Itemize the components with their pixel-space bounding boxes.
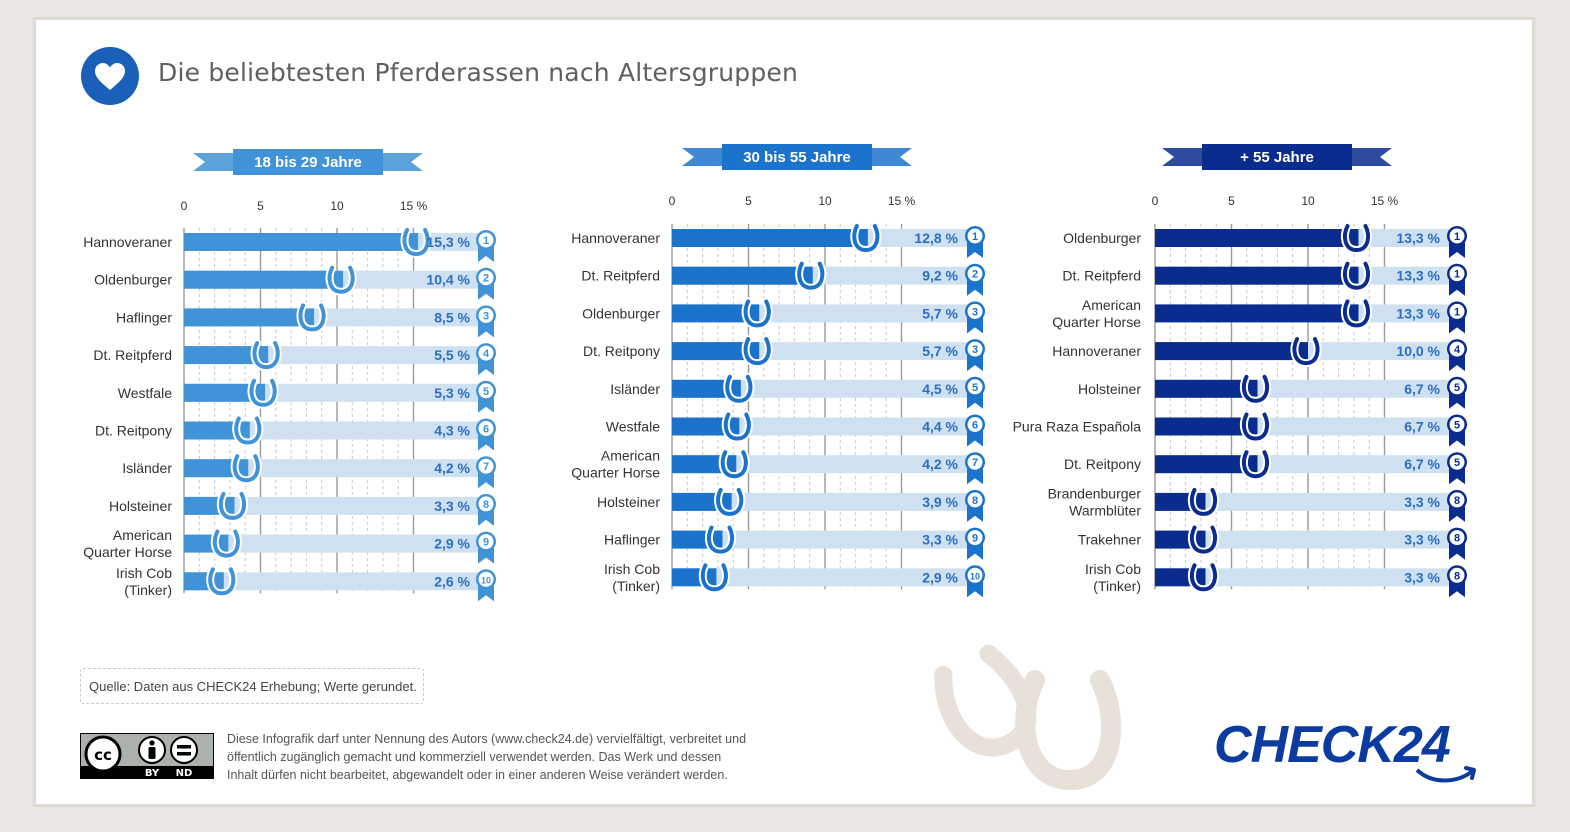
license-line: Inhalt dürfen nicht bearbeitet, abgewand… [227, 768, 728, 782]
check24-logo: CHECK24 [1214, 716, 1476, 783]
horseshoe-decoration-icon [934, 644, 1122, 790]
equals-icon [170, 736, 198, 764]
heart-icon [81, 47, 139, 105]
svg-text:ND: ND [176, 768, 193, 779]
license-line: Diese Infografik darf unter Nennung des … [227, 732, 747, 746]
person-icon [138, 736, 166, 764]
svg-text:CHECK24: CHECK24 [1214, 716, 1451, 774]
svg-text:BY: BY [145, 768, 160, 779]
page-title: Die beliebtesten Pferderassen nach Alter… [158, 58, 799, 87]
cc-icon: cc [84, 735, 122, 773]
svg-text:cc: cc [94, 746, 112, 764]
cc-license-badge: cc BY ND [80, 733, 214, 779]
license-text: Diese Infografik darf unter Nennung des … [227, 730, 797, 784]
license-line: öffentlich zugänglich gemacht und kommer… [227, 750, 722, 764]
source-note: Quelle: Daten aus CHECK24 Erhebung; Wert… [80, 668, 424, 704]
